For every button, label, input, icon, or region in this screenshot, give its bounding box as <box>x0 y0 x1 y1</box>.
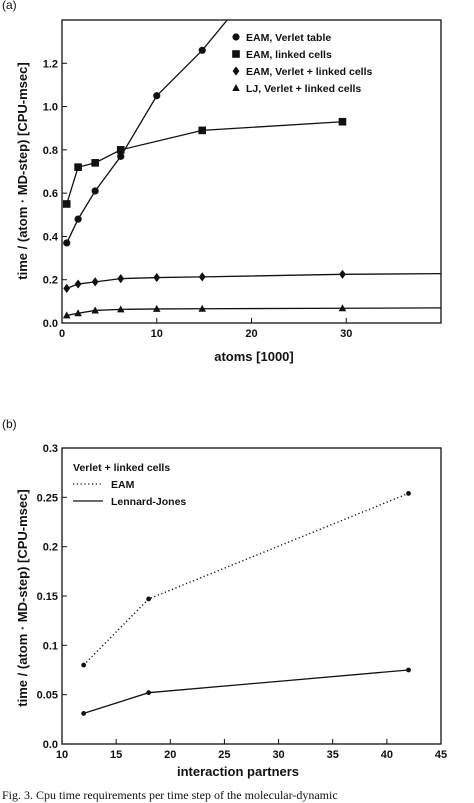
series-2 <box>81 667 411 716</box>
series-line <box>66 20 229 244</box>
data-point <box>74 163 82 171</box>
data-point <box>74 279 82 289</box>
series-1 <box>63 20 229 247</box>
data-point <box>91 306 99 314</box>
x-tick-label: 30 <box>340 328 352 340</box>
x-tick-label: 30 <box>272 749 284 761</box>
data-point <box>62 200 71 208</box>
chart-panel-b: (b) 10 15 20 25 30 35 40 45 0.0 0.05 0.1 0.15 0.2 0.2… <box>2 417 447 779</box>
data-point <box>117 152 125 160</box>
legend-label: EAM <box>111 479 135 491</box>
panel-b-x-axis-title: interaction partners <box>177 764 299 779</box>
series-line <box>66 307 441 317</box>
y-tick-label: 0.0 <box>43 739 58 751</box>
y-tick-label: 0.1 <box>43 640 58 652</box>
y-tick-label: 0.8 <box>43 145 58 157</box>
data-point <box>338 304 347 312</box>
data-point <box>406 490 411 496</box>
data-point <box>117 274 125 284</box>
y-tick-label: 0.15 <box>37 591 58 603</box>
chart-panel-a: (a) 0 10 20 30 0.0 0.2 0.4 0.6 0.8 1.0 1.2 EAM, Ve… <box>2 0 442 364</box>
series-line <box>66 121 343 205</box>
y-tick-label: 0.2 <box>43 542 58 554</box>
series-line <box>83 669 409 715</box>
data-point <box>91 277 99 287</box>
data-point <box>406 667 411 673</box>
data-point <box>198 272 206 282</box>
legend-marker <box>232 50 240 58</box>
panel-a-label: (a) <box>2 0 17 12</box>
y-tick-label: 0.0 <box>43 318 58 330</box>
panel-a-x-axis-title: atoms [1000] <box>214 349 293 364</box>
plot-frame <box>61 447 442 745</box>
x-tick-label: 25 <box>218 749 230 761</box>
data-point <box>152 304 161 312</box>
y-tick-label: 0.6 <box>43 188 58 200</box>
y-tick-label: 0.3 <box>43 443 58 455</box>
x-tick-label: 0 <box>59 328 65 340</box>
panel-b-legend: Verlet + linked cells EAM Lennard-Jones <box>73 462 186 508</box>
legend-marker <box>232 33 240 41</box>
data-point <box>116 305 125 313</box>
panel-a-ticks: 0 10 20 30 0.0 0.2 0.4 0.6 0.8 1.0 1.2 <box>43 58 353 340</box>
legend-label: LJ, Verlet + linked cells <box>246 83 361 95</box>
x-tick-label: 10 <box>151 328 163 340</box>
x-tick-label: 35 <box>327 749 339 761</box>
y-tick-label: 0.05 <box>37 690 58 702</box>
data-point <box>62 311 71 319</box>
panel-b-ticks: 10 15 20 25 30 35 40 45 0.0 0.05 0.1 0.15 0.2 0.25 0.3 <box>37 443 448 761</box>
data-point <box>146 690 152 696</box>
figure-caption: Fig. 3. Cpu time requirements per time s… <box>2 788 338 802</box>
series-line <box>66 273 441 289</box>
legend-marker <box>232 84 240 91</box>
y-tick-label: 0.25 <box>37 492 58 504</box>
x-tick-label: 40 <box>381 749 393 761</box>
data-point <box>339 269 346 279</box>
data-point <box>74 215 82 223</box>
data-point <box>63 283 71 293</box>
series-4 <box>62 304 441 319</box>
data-point <box>198 304 207 312</box>
x-tick-label: 15 <box>110 749 122 761</box>
y-tick-label: 1.0 <box>43 102 58 114</box>
data-point <box>153 92 161 100</box>
series-1 <box>81 490 411 668</box>
legend-marker <box>232 66 240 76</box>
panel-a-series <box>62 20 441 319</box>
data-point <box>81 711 87 716</box>
data-point <box>198 46 206 54</box>
legend-label: Lennard-Jones <box>111 496 186 508</box>
x-tick-label: 20 <box>164 749 176 761</box>
data-point <box>81 662 87 668</box>
data-point <box>91 159 99 167</box>
panel-b-axes <box>61 447 442 745</box>
data-point <box>63 239 71 247</box>
panel-b-y-axis-title: time / (atom · MD-step) [CPU-msec] <box>15 489 30 706</box>
x-tick-label: 45 <box>435 749 447 761</box>
data-point <box>198 126 207 135</box>
y-tick-label: 0.2 <box>43 275 58 287</box>
panel-b-label: (b) <box>2 417 17 431</box>
series-line <box>83 492 409 666</box>
data-point <box>146 596 152 602</box>
x-tick-label: 10 <box>56 749 68 761</box>
data-point <box>116 146 125 154</box>
panel-a-y-axis-title: time / (atom · MD-step) [CPU-msec] <box>15 62 30 279</box>
legend-label: EAM, Verlet + linked cells <box>246 66 373 78</box>
panel-a-legend: EAM, Verlet table EAM, linked cells EAM, V… <box>232 32 373 95</box>
series-2 <box>62 117 347 208</box>
data-point <box>74 309 82 317</box>
x-tick-label: 20 <box>245 328 257 340</box>
data-point <box>91 187 99 195</box>
y-tick-label: 0.4 <box>43 231 59 243</box>
legend-label: EAM, linked cells <box>246 49 332 61</box>
panel-b-series <box>81 490 411 716</box>
data-point <box>153 272 161 283</box>
legend-title: Verlet + linked cells <box>73 462 170 474</box>
series-3 <box>63 269 441 293</box>
data-point <box>338 117 347 126</box>
y-tick-label: 1.2 <box>43 58 58 70</box>
legend-label: EAM, Verlet table <box>246 32 331 44</box>
